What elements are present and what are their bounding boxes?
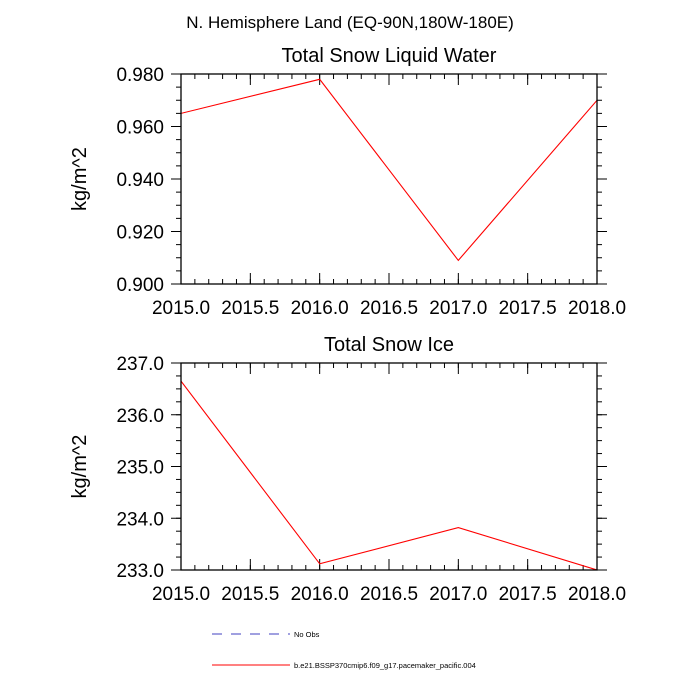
y-tick-label: 237.0 xyxy=(116,354,164,375)
x-tick-label: 2018.0 xyxy=(568,298,626,319)
x-tick-label: 2015.5 xyxy=(221,298,279,319)
x-tick-label: 2017.5 xyxy=(499,298,557,319)
series-line-1 xyxy=(181,380,597,570)
chart-panel-2: Total Snow Ice kg/m^2 2015.0 2015.5 2016.0 20… xyxy=(69,334,626,605)
chart-title: Total Snow Liquid Water xyxy=(282,45,497,67)
x-tick-label: 2015.0 xyxy=(152,298,210,319)
x-tick-label: 2017.0 xyxy=(429,298,487,319)
x-tick-label: 2016.5 xyxy=(360,298,418,319)
y-tick-label: 236.0 xyxy=(116,406,164,427)
legend-label-1: No Obs xyxy=(294,630,320,639)
plot-frame xyxy=(180,362,598,571)
chart-panel-1: Total Snow Liquid Water kg/m^2 2015.0 2015.… xyxy=(69,45,626,319)
chart-panels: Total Snow Liquid Water kg/m^2 2015.0 2015.… xyxy=(69,45,626,605)
x-tick-label: 2018.0 xyxy=(568,584,626,605)
y-tick-label: 233.0 xyxy=(116,561,164,582)
x-tick-label: 2017.0 xyxy=(429,584,487,605)
y-tick-label: 0.960 xyxy=(116,118,164,139)
x-tick-label: 2016.0 xyxy=(291,584,349,605)
x-tick-label: 2016.5 xyxy=(360,584,418,605)
plot-frame xyxy=(180,73,598,285)
y-tick-label: 0.920 xyxy=(116,223,164,244)
legend: No Obs b.e21.BSSP370cmip6.f09_g17.pacemak… xyxy=(212,630,476,670)
page-title: N. Hemisphere Land (EQ-90N,180W-180E) xyxy=(186,13,514,32)
series-line-1 xyxy=(181,78,597,262)
y-axis-label: kg/m^2 xyxy=(69,435,91,499)
y-tick-label: 0.940 xyxy=(116,170,164,191)
y-tick-label: 0.980 xyxy=(116,65,164,86)
chart-title: Total Snow Ice xyxy=(324,334,454,356)
y-tick-label: 234.0 xyxy=(116,509,164,530)
x-tick-label: 2015.0 xyxy=(152,584,210,605)
y-tick-label: 235.0 xyxy=(116,458,164,479)
y-axis-label: kg/m^2 xyxy=(69,147,91,211)
x-tick-label: 2016.0 xyxy=(291,298,349,319)
y-tick-label: 0.900 xyxy=(116,275,164,296)
x-tick-label: 2017.5 xyxy=(499,584,557,605)
legend-label-2: b.e21.BSSP370cmip6.f09_g17.pacemaker_pac… xyxy=(294,661,476,670)
x-tick-label: 2015.5 xyxy=(221,584,279,605)
